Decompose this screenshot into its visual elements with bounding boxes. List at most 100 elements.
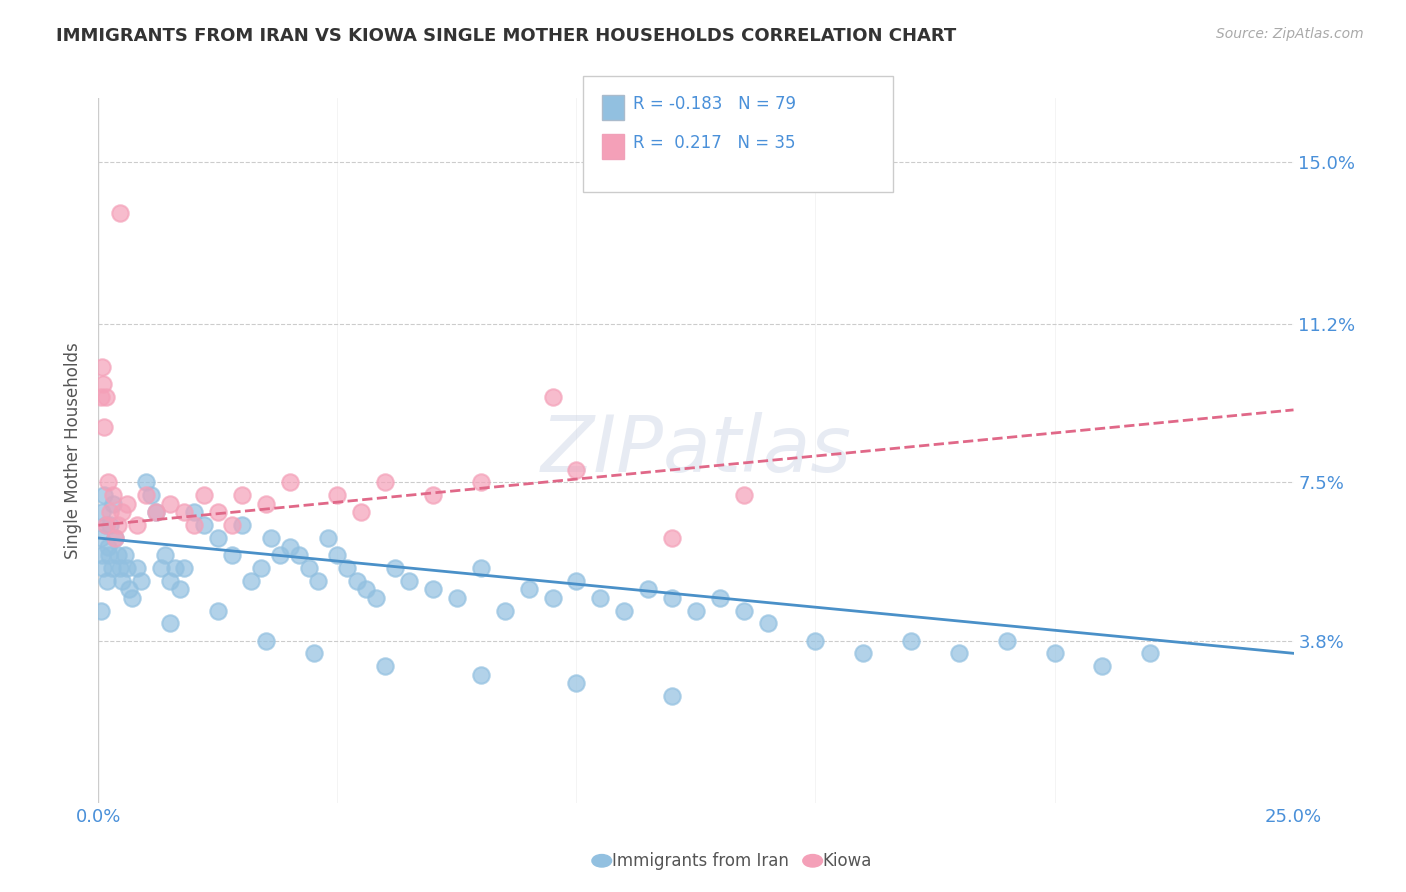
- Point: [111, 574, 134, 588]
- Point: [101, 497, 124, 511]
- Point: [107, 548, 129, 562]
- Point: [97, 475, 120, 490]
- Point: [517, 582, 540, 597]
- Point: [1139, 646, 1161, 660]
- Point: [125, 518, 148, 533]
- Text: R = -0.183   N = 79: R = -0.183 N = 79: [633, 95, 796, 113]
- Point: [278, 540, 301, 554]
- Point: [159, 497, 181, 511]
- Point: [733, 604, 755, 618]
- Point: [254, 497, 277, 511]
- Point: [900, 633, 922, 648]
- Point: [221, 548, 243, 562]
- Point: [114, 548, 136, 562]
- Point: [135, 488, 157, 502]
- Point: [139, 488, 162, 502]
- Point: [1091, 659, 1114, 673]
- Point: [470, 667, 492, 681]
- Point: [145, 505, 167, 519]
- Point: [221, 518, 243, 533]
- Point: [118, 582, 141, 597]
- Point: [661, 689, 683, 703]
- Point: [90, 604, 112, 618]
- Point: [121, 591, 143, 605]
- Point: [193, 488, 215, 502]
- Y-axis label: Single Mother Households: Single Mother Households: [65, 343, 83, 558]
- Point: [115, 561, 138, 575]
- Point: [354, 582, 377, 597]
- Point: [107, 518, 129, 533]
- Point: [470, 475, 492, 490]
- Point: [494, 604, 516, 618]
- Point: [149, 561, 172, 575]
- Text: Source: ZipAtlas.com: Source: ZipAtlas.com: [1216, 27, 1364, 41]
- Text: Kiowa: Kiowa: [823, 852, 872, 870]
- Point: [733, 488, 755, 502]
- Point: [91, 377, 114, 392]
- Point: [115, 497, 138, 511]
- Point: [159, 574, 181, 588]
- Point: [97, 548, 120, 562]
- Point: [804, 633, 827, 648]
- Point: [278, 475, 301, 490]
- Point: [135, 475, 157, 490]
- Text: Immigrants from Iran: Immigrants from Iran: [612, 852, 789, 870]
- Point: [422, 488, 444, 502]
- Point: [470, 561, 492, 575]
- Point: [207, 505, 229, 519]
- Point: [637, 582, 659, 597]
- Point: [852, 646, 875, 660]
- Point: [240, 574, 263, 588]
- Point: [125, 561, 148, 575]
- Point: [302, 646, 325, 660]
- Point: [131, 574, 153, 588]
- Point: [97, 540, 120, 554]
- Point: [661, 531, 683, 545]
- Point: [326, 548, 349, 562]
- Point: [259, 531, 281, 545]
- Point: [98, 518, 122, 533]
- Point: [183, 518, 205, 533]
- Point: [193, 518, 215, 533]
- Point: [108, 206, 131, 220]
- Point: [541, 390, 564, 404]
- Point: [231, 488, 253, 502]
- Point: [446, 591, 468, 605]
- Point: [565, 676, 588, 690]
- Point: [374, 475, 396, 490]
- Text: R =  0.217   N = 35: R = 0.217 N = 35: [633, 134, 796, 152]
- Point: [298, 561, 321, 575]
- Point: [231, 518, 253, 533]
- Point: [350, 505, 373, 519]
- Point: [269, 548, 291, 562]
- Point: [159, 616, 181, 631]
- Point: [326, 488, 349, 502]
- Point: [346, 574, 368, 588]
- Point: [94, 518, 117, 533]
- Text: IMMIGRANTS FROM IRAN VS KIOWA SINGLE MOTHER HOUSEHOLDS CORRELATION CHART: IMMIGRANTS FROM IRAN VS KIOWA SINGLE MOT…: [56, 27, 956, 45]
- Point: [111, 505, 134, 519]
- Point: [1043, 646, 1066, 660]
- Point: [104, 531, 127, 545]
- Point: [709, 591, 731, 605]
- Point: [374, 659, 396, 673]
- Point: [422, 582, 444, 597]
- Point: [93, 420, 115, 434]
- Point: [91, 561, 114, 575]
- Point: [384, 561, 406, 575]
- Point: [364, 591, 387, 605]
- Point: [613, 604, 636, 618]
- Point: [541, 591, 564, 605]
- Point: [307, 574, 329, 588]
- Point: [288, 548, 311, 562]
- Point: [207, 604, 229, 618]
- Point: [398, 574, 420, 588]
- Point: [756, 616, 779, 631]
- Point: [104, 531, 127, 545]
- Text: ZIPatlas: ZIPatlas: [540, 412, 852, 489]
- Point: [565, 574, 588, 588]
- Point: [101, 561, 124, 575]
- Point: [96, 574, 118, 588]
- Point: [90, 531, 112, 545]
- Point: [98, 505, 122, 519]
